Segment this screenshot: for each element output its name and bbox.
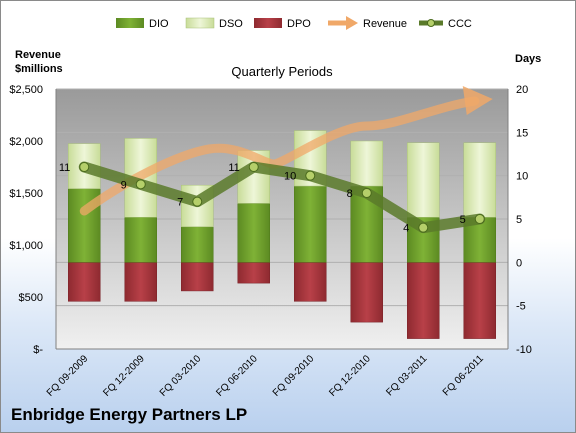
legend-label-ccc: CCC [448,18,472,30]
x-tick-label: FQ 09-2010 [271,353,317,399]
left-tick-label: $1,000 [9,240,43,252]
ccc-point [79,162,90,172]
bar-dpo [350,262,383,323]
chart-title: Quarterly Periods [231,64,333,79]
ccc-point [248,162,259,172]
ccc-data-label: 4 [403,223,409,235]
ccc-line [78,161,486,234]
ccc-data-label: 7 [177,197,183,209]
bar-dpo [181,262,214,292]
left-tick-label: $500 [19,292,43,304]
ccc-point [192,196,203,207]
left-tick-label: $- [33,344,43,356]
bar-dio [124,217,157,263]
bar-dpo [463,262,496,339]
ccc-data-label: 9 [121,179,127,191]
right-tick-label: 10 [516,171,528,183]
bar-dpo [68,262,101,302]
ccc-data-label: 11 [228,162,239,174]
bar-dpo [124,262,157,302]
legend-label-revenue: Revenue [363,18,407,30]
x-tick-label: FQ 06-2011 [441,353,486,398]
bar-dpo [294,262,327,302]
left-axis-label-line1: Revenue [15,49,61,61]
left-tick-label: $2,500 [9,84,43,96]
ccc-point [418,222,429,233]
revenue-arrow-head [462,86,493,115]
bar-dso [407,142,440,218]
ccc-data-label: 5 [460,214,466,226]
right-tick-label: -10 [516,344,532,356]
company-name: Enbridge Energy Partners LP [11,405,248,424]
x-tick-label: FQ 12-2009 [101,353,147,399]
legend-arrow-revenue [346,16,358,30]
right-tick-label: 5 [516,214,522,226]
ccc-point [135,179,146,190]
ccc-point [361,188,372,198]
ccc-point [305,170,316,181]
legend-swatch-dpo [254,18,282,28]
legend-marker-ccc [427,19,435,27]
bar-dpo [237,262,270,284]
x-tick-label: FQ 03-2010 [158,353,204,399]
right-tick-label: 15 [516,127,528,139]
ccc-data-label: 11 [59,162,70,174]
right-tick-label: 20 [516,84,528,96]
bar-dpo [407,262,440,339]
bar-dso [463,142,496,218]
legend-label-dso: DSO [219,18,243,30]
left-axis-label-line2: $millions [15,63,63,75]
legend-label-dpo: DPO [287,18,311,30]
ccc-point [474,214,485,224]
ccc-data-label: 10 [284,171,296,183]
legend-label-dio: DIO [149,18,169,30]
right-tick-label: 0 [516,257,522,269]
legend-swatch-dio [116,18,144,28]
bar-dio [237,203,270,263]
bar-dio [181,226,214,263]
left-tick-label: $1,500 [9,188,43,200]
right-tick-label: -5 [516,301,526,313]
ccc-data-label: 8 [347,188,353,200]
bar-dio [294,185,327,263]
left-tick-label: $2,000 [9,136,43,148]
x-tick-label: FQ 03-2011 [384,353,429,398]
right-axis-label: Days [515,53,541,65]
x-tick-label: FQ 06-2010 [214,353,260,399]
x-tick-label: FQ 09-2009 [45,353,91,399]
revenue-trend-line [79,96,480,216]
legend-swatch-dso [185,17,215,29]
bar-dso [350,140,383,187]
x-tick-label: FQ 12-2010 [327,353,373,399]
